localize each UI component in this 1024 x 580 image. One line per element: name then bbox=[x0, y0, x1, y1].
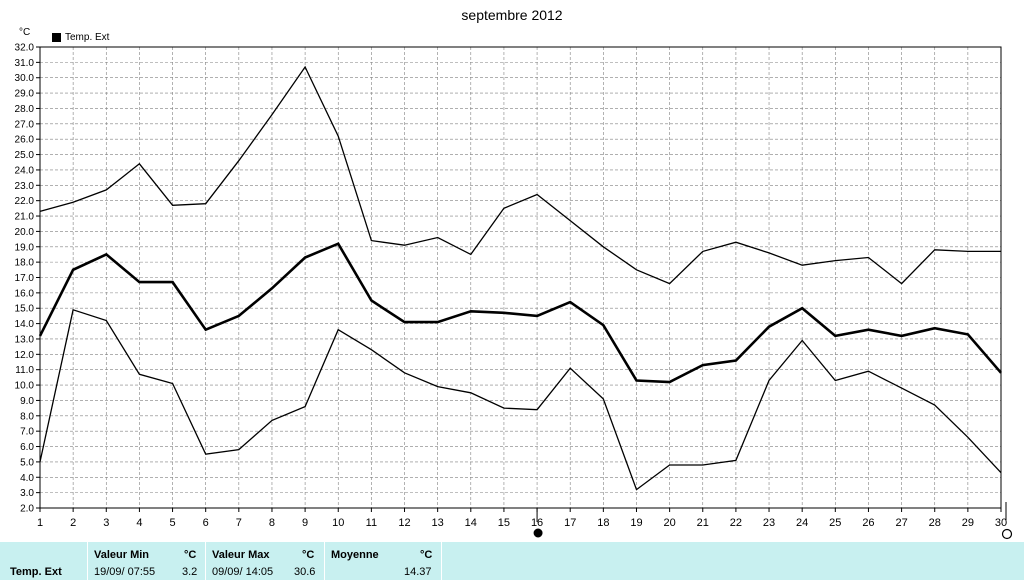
min-datetime: 19/09/ 07:55 bbox=[94, 566, 156, 578]
x-tick-label: 28 bbox=[929, 517, 941, 529]
x-tick-label: 1 bbox=[37, 517, 43, 529]
x-tick-label: 11 bbox=[366, 517, 377, 529]
y-tick-label: 17.0 bbox=[15, 273, 35, 284]
markers bbox=[533, 502, 1013, 540]
y-tick-label: 8.0 bbox=[20, 411, 34, 422]
series-line-max bbox=[39, 65, 1001, 285]
y-tick-labels: 2.0 3.0 4.0 5.0 6.0 7.0 8.0 9.0 10.0 11.0 12.0 13.0… bbox=[15, 43, 40, 515]
avg-unit: °C bbox=[420, 549, 433, 561]
stats-row-label: Temp. Ext bbox=[10, 566, 62, 578]
x-tick-label: 22 bbox=[730, 517, 742, 529]
series-line-min bbox=[39, 308, 1002, 491]
y-tick-label: 26.0 bbox=[15, 135, 35, 146]
x-tick-label: 16 bbox=[531, 517, 543, 529]
x-tick-label: 5 bbox=[169, 517, 175, 529]
y-tick-label: 20.0 bbox=[15, 227, 35, 238]
y-tick-label: 19.0 bbox=[15, 242, 35, 253]
avg-header: Moyenne bbox=[331, 549, 379, 561]
max-value: 30.6 bbox=[294, 566, 316, 578]
y-unit-label: °C bbox=[19, 27, 31, 38]
y-tick-label: 2.0 bbox=[20, 504, 34, 515]
min-unit: °C bbox=[184, 549, 197, 561]
x-tick-label: 17 bbox=[564, 517, 576, 529]
end-circle bbox=[1001, 528, 1013, 540]
x-tick-label: 9 bbox=[302, 517, 308, 529]
x-tick-label: 15 bbox=[498, 517, 510, 529]
y-tick-label: 7.0 bbox=[20, 427, 34, 438]
stats-divider bbox=[441, 542, 442, 580]
x-tick-label: 23 bbox=[763, 517, 775, 529]
y-tick-label: 22.0 bbox=[15, 196, 35, 207]
chart-title: septembre 2012 bbox=[461, 7, 563, 23]
avg-value: 14.37 bbox=[404, 566, 432, 578]
y-tick-label: 30.0 bbox=[15, 73, 35, 84]
stats-panel: Temp. Ext Valeur Min °C 19/09/ 07:55 3.2… bbox=[0, 542, 1024, 580]
max-header: Valeur Max bbox=[212, 549, 270, 561]
x-tick-label: 29 bbox=[962, 517, 974, 529]
stats-divider bbox=[324, 542, 325, 580]
series-lines bbox=[38, 65, 1002, 491]
y-tick-label: 11.0 bbox=[15, 365, 34, 376]
grid bbox=[39, 46, 1002, 509]
x-tick-label: 20 bbox=[663, 517, 675, 529]
x-tick-label: 14 bbox=[465, 517, 477, 529]
legend: Temp. Ext bbox=[52, 32, 109, 43]
y-tick-label: 24.0 bbox=[15, 165, 35, 176]
x-tick-label: 7 bbox=[236, 517, 242, 529]
chart-svg: 2.0 3.0 4.0 5.0 6.0 7.0 8.0 9.0 10.0 11.0 12.0 13.0… bbox=[15, 43, 1013, 540]
y-tick-label: 28.0 bbox=[15, 104, 35, 115]
legend-swatch bbox=[52, 33, 61, 42]
y-tick-label: 4.0 bbox=[20, 473, 34, 484]
x-tick-label: 6 bbox=[203, 517, 209, 529]
x-tick-label: 24 bbox=[796, 517, 808, 529]
y-tick-label: 12.0 bbox=[15, 350, 35, 361]
x-tick-label: 4 bbox=[136, 517, 142, 529]
y-tick-label: 23.0 bbox=[15, 181, 35, 192]
x-tick-label: 30 bbox=[995, 517, 1007, 529]
y-tick-label: 9.0 bbox=[20, 396, 34, 407]
y-tick-label: 29.0 bbox=[15, 89, 35, 100]
y-tick-label: 15.0 bbox=[15, 304, 35, 315]
y-tick-label: 10.0 bbox=[15, 381, 35, 392]
x-tick-labels: 1 2 3 4 5 6 7 8 9 10 11 12 13 14 15 16 17 18 19 20 21 22 23 24 2… bbox=[37, 508, 1007, 529]
x-tick-label: 10 bbox=[332, 517, 344, 529]
y-tick-label: 13.0 bbox=[15, 334, 35, 345]
x-tick-label: 2 bbox=[70, 517, 76, 529]
y-tick-label: 31.0 bbox=[15, 58, 35, 69]
y-tick-label: 16.0 bbox=[15, 288, 35, 299]
min-header: Valeur Min bbox=[94, 549, 150, 561]
y-tick-label: 25.0 bbox=[15, 150, 35, 161]
y-tick-label: 27.0 bbox=[15, 119, 35, 130]
stats-divider bbox=[205, 542, 206, 580]
x-tick-label: 25 bbox=[829, 517, 841, 529]
y-tick-label: 21.0 bbox=[15, 212, 35, 223]
stats-divider bbox=[87, 542, 88, 580]
x-tick-label: 19 bbox=[630, 517, 642, 529]
y-tick-label: 6.0 bbox=[20, 442, 34, 453]
x-tick-label: 3 bbox=[103, 517, 109, 529]
legend-label: Temp. Ext bbox=[65, 32, 110, 43]
max-unit: °C bbox=[302, 549, 315, 561]
y-tick-label: 5.0 bbox=[20, 457, 34, 468]
x-tick-label: 8 bbox=[269, 517, 275, 529]
x-tick-label: 18 bbox=[597, 517, 609, 529]
x-tick-label: 26 bbox=[862, 517, 874, 529]
min-value: 3.2 bbox=[182, 566, 198, 578]
max-datetime: 09/09/ 14:05 bbox=[212, 566, 274, 578]
y-tick-label: 32.0 bbox=[15, 43, 35, 54]
y-tick-label: 14.0 bbox=[15, 319, 35, 330]
x-tick-label: 21 bbox=[697, 517, 709, 529]
x-tick-label: 12 bbox=[398, 517, 410, 529]
series-line-avg bbox=[38, 242, 1002, 384]
cursor-dot bbox=[533, 528, 543, 538]
y-tick-label: 3.0 bbox=[20, 488, 34, 499]
x-tick-label: 13 bbox=[432, 517, 444, 529]
x-tick-label: 27 bbox=[895, 517, 907, 529]
y-tick-label: 18.0 bbox=[15, 258, 35, 269]
